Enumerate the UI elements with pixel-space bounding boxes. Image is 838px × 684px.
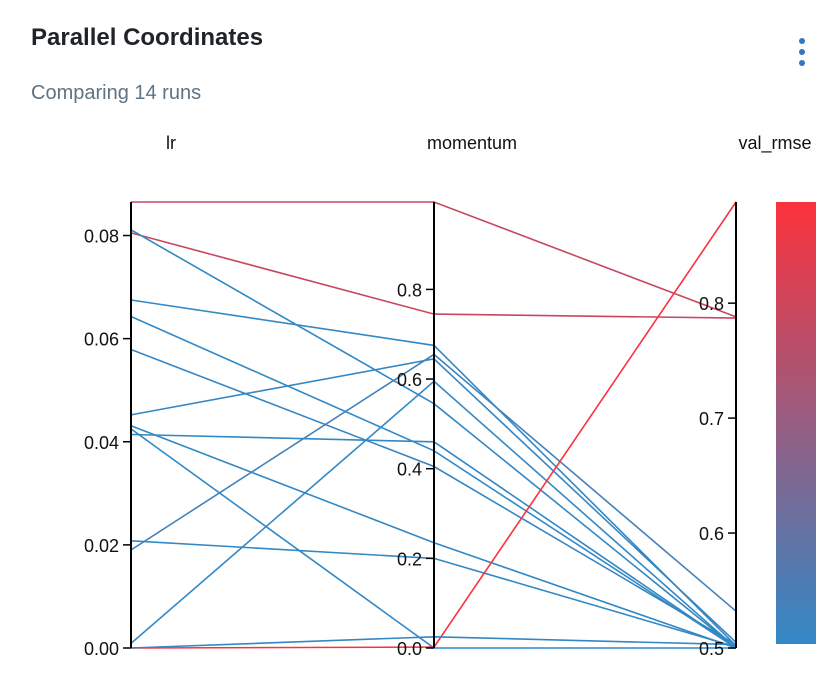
axis-title-momentum: momentum xyxy=(427,133,517,153)
axis-title-lr: lr xyxy=(166,133,176,153)
panel-subtitle: Comparing 14 runs xyxy=(31,82,202,104)
tick-label: 0.02 xyxy=(84,536,119,556)
tick-label: 0.06 xyxy=(84,330,119,350)
tick-label: 0.5 xyxy=(699,639,724,659)
tick-label: 0.0 xyxy=(397,639,422,659)
tick-label: 0.8 xyxy=(397,280,422,300)
tick-label: 0.6 xyxy=(699,524,724,544)
tick-label: 0.4 xyxy=(397,460,422,480)
tick-label: 0.7 xyxy=(699,409,724,429)
tick-label: 0.2 xyxy=(397,549,422,569)
panel-title: Parallel Coordinates xyxy=(31,24,264,51)
menu-dot xyxy=(799,49,805,55)
menu-dot xyxy=(799,60,805,66)
tick-label: 0.6 xyxy=(397,370,422,390)
kebab-menu-icon[interactable] xyxy=(790,34,816,70)
tick-label: 0.08 xyxy=(84,227,119,247)
tick-label: 0.00 xyxy=(84,639,119,659)
colorbar xyxy=(776,202,816,644)
menu-dot xyxy=(799,38,805,44)
axis-title-val_rmse: val_rmse xyxy=(738,133,811,154)
tick-label: 0.8 xyxy=(699,294,724,314)
tick-label: 0.04 xyxy=(84,433,119,453)
